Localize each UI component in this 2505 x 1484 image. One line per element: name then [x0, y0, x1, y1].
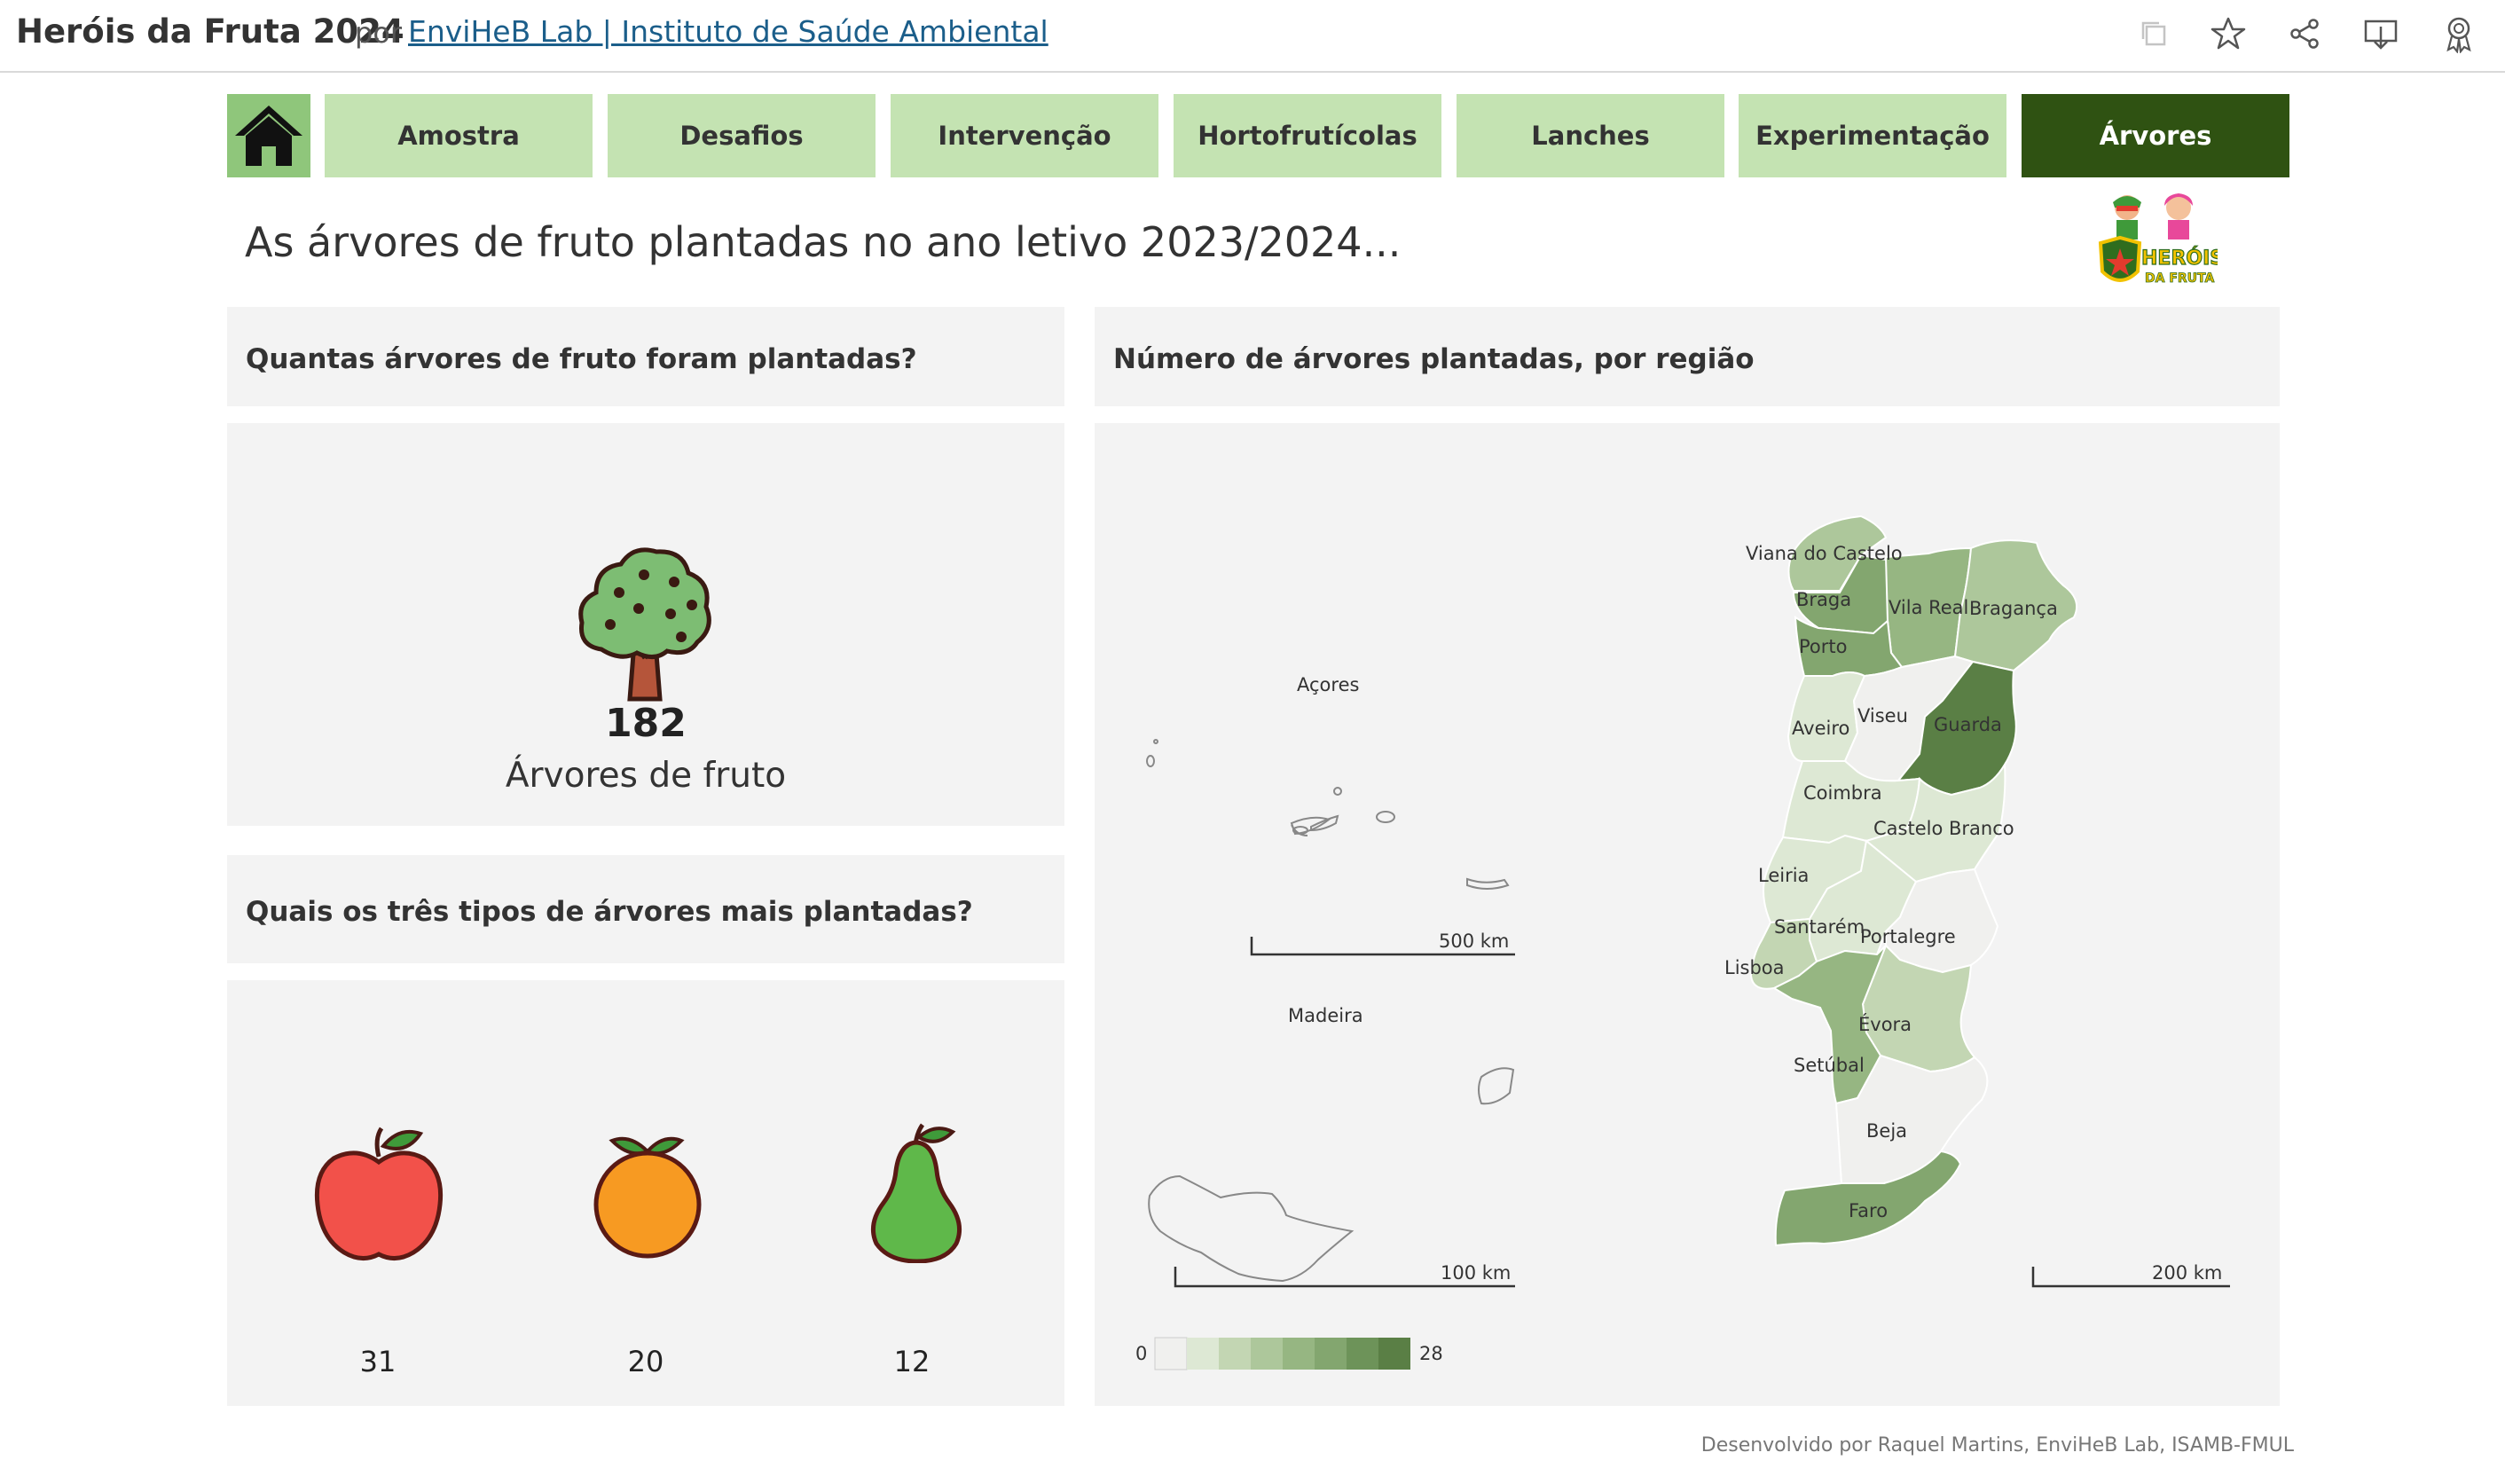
label-madeira: Madeira	[1288, 1005, 1363, 1026]
scale-label-azores: 500 km	[1439, 930, 1509, 952]
app-title: Heróis da Fruta 2024	[16, 12, 404, 51]
download-icon[interactable]	[2356, 9, 2406, 59]
share-icon[interactable]	[2280, 9, 2329, 59]
label-setubal: Setúbal	[1794, 1055, 1865, 1076]
svg-text:HERÓIS: HERÓIS	[2141, 247, 2218, 270]
kpi-value: 182	[605, 701, 687, 746]
region-map[interactable]: Açores Madeira Viana do Castelo Braga Vi…	[1095, 423, 2280, 1406]
district-setubal	[1771, 945, 1887, 1105]
tab-amostra[interactable]: Amostra	[325, 94, 593, 177]
home-button[interactable]	[227, 94, 310, 177]
map-panel	[1095, 423, 2280, 1406]
top-trees-question-panel	[227, 855, 1064, 963]
orange-value: 20	[627, 1345, 664, 1378]
scale-label-mainland: 200 km	[2152, 1262, 2222, 1284]
azores-islands	[1146, 739, 1510, 890]
badge-icon[interactable]	[2434, 9, 2484, 59]
tab-lanches[interactable]: Lanches	[1457, 94, 1724, 177]
map-labels: Açores Madeira Viana do Castelo Braga Vi…	[1288, 543, 2058, 1221]
orange-icon	[593, 1136, 702, 1259]
kpi-question: Quantas árvores de fruto foram plantadas…	[246, 343, 917, 375]
label-castelo-branco: Castelo Branco	[1873, 818, 2014, 839]
label-guarda: Guarda	[1934, 714, 2002, 735]
author-link[interactable]: EnviHeB Lab | Instituto de Saúde Ambient…	[408, 14, 1048, 49]
label-porto: Porto	[1799, 636, 1847, 657]
label-santarem: Santarém	[1774, 916, 1865, 938]
tab-hortofruticolas[interactable]: Hortofrutícolas	[1174, 94, 1441, 177]
top-bar: Heróis da Fruta 2024 por EnviHeB Lab | I…	[0, 0, 2505, 73]
label-lisboa: Lisboa	[1724, 957, 1785, 978]
footer-credits: Desenvolvido por Raquel Martins, EnviHeB…	[1700, 1434, 2294, 1457]
label-braga: Braga	[1796, 589, 1851, 610]
label-viana: Viana do Castelo	[1746, 543, 1903, 564]
label-leiria: Leiria	[1758, 865, 1809, 886]
district-viana-do-castelo	[1787, 514, 1888, 592]
scale-bars	[1174, 937, 2230, 1288]
map-title-panel	[1095, 307, 2280, 406]
tab-experimentacao[interactable]: Experimentação	[1739, 94, 2006, 177]
label-portalegre: Portalegre	[1860, 926, 1956, 947]
copy-icon[interactable]	[2129, 9, 2179, 59]
pear-icon	[870, 1123, 962, 1263]
kpi-question-panel	[227, 307, 1064, 406]
pear-value: 12	[893, 1345, 931, 1378]
district-faro	[1774, 1150, 1962, 1247]
label-beja: Beja	[1866, 1120, 1907, 1142]
kpi-label: Árvores de fruto	[505, 756, 787, 796]
label-coimbra: Coimbra	[1803, 782, 1882, 804]
scale-label-madeira: 100 km	[1441, 1262, 1511, 1284]
star-icon[interactable]	[2203, 9, 2253, 59]
tab-desafios[interactable]: Desafios	[608, 94, 876, 177]
top-trees-question: Quais os três tipos de árvores mais plan…	[246, 896, 973, 928]
house-icon	[235, 106, 302, 166]
label-viseu: Viseu	[1857, 705, 1908, 726]
label-aveiro: Aveiro	[1792, 718, 1849, 739]
apple-value: 31	[359, 1345, 397, 1378]
legend-max: 28	[1419, 1343, 1443, 1364]
page-title: As árvores de fruto plantadas no ano let…	[245, 218, 1402, 266]
district-braganca	[1953, 539, 2077, 672]
district-portalegre	[1885, 868, 1999, 974]
label-acores: Açores	[1297, 674, 1359, 695]
district-castelo-branco	[1864, 761, 2006, 883]
by-label: por	[355, 16, 403, 50]
herois-da-fruta-logo: HERÓIS DA FRUTA	[2098, 193, 2218, 286]
color-legend: 0 28	[1135, 1337, 1443, 1370]
svg-text:DA FRUTA: DA FRUTA	[2145, 271, 2215, 286]
mainland-districts	[1749, 514, 2077, 1247]
label-braganca: Bragança	[1969, 598, 2058, 619]
tab-intervencao[interactable]: Intervenção	[891, 94, 1158, 177]
label-evora: Évora	[1858, 1013, 1912, 1035]
apple-icon	[314, 1127, 444, 1260]
legend-min: 0	[1135, 1343, 1147, 1364]
label-vila-real: Vila Real	[1889, 597, 1968, 618]
map-title: Número de árvores plantadas, por região	[1113, 343, 1755, 375]
label-faro: Faro	[1849, 1200, 1888, 1221]
tab-arvores[interactable]: Árvores	[2022, 94, 2289, 177]
district-braga	[1792, 554, 1893, 635]
madeira-islands	[1148, 1067, 1515, 1283]
tree-icon	[578, 547, 711, 702]
district-aveiro	[1786, 671, 1866, 762]
